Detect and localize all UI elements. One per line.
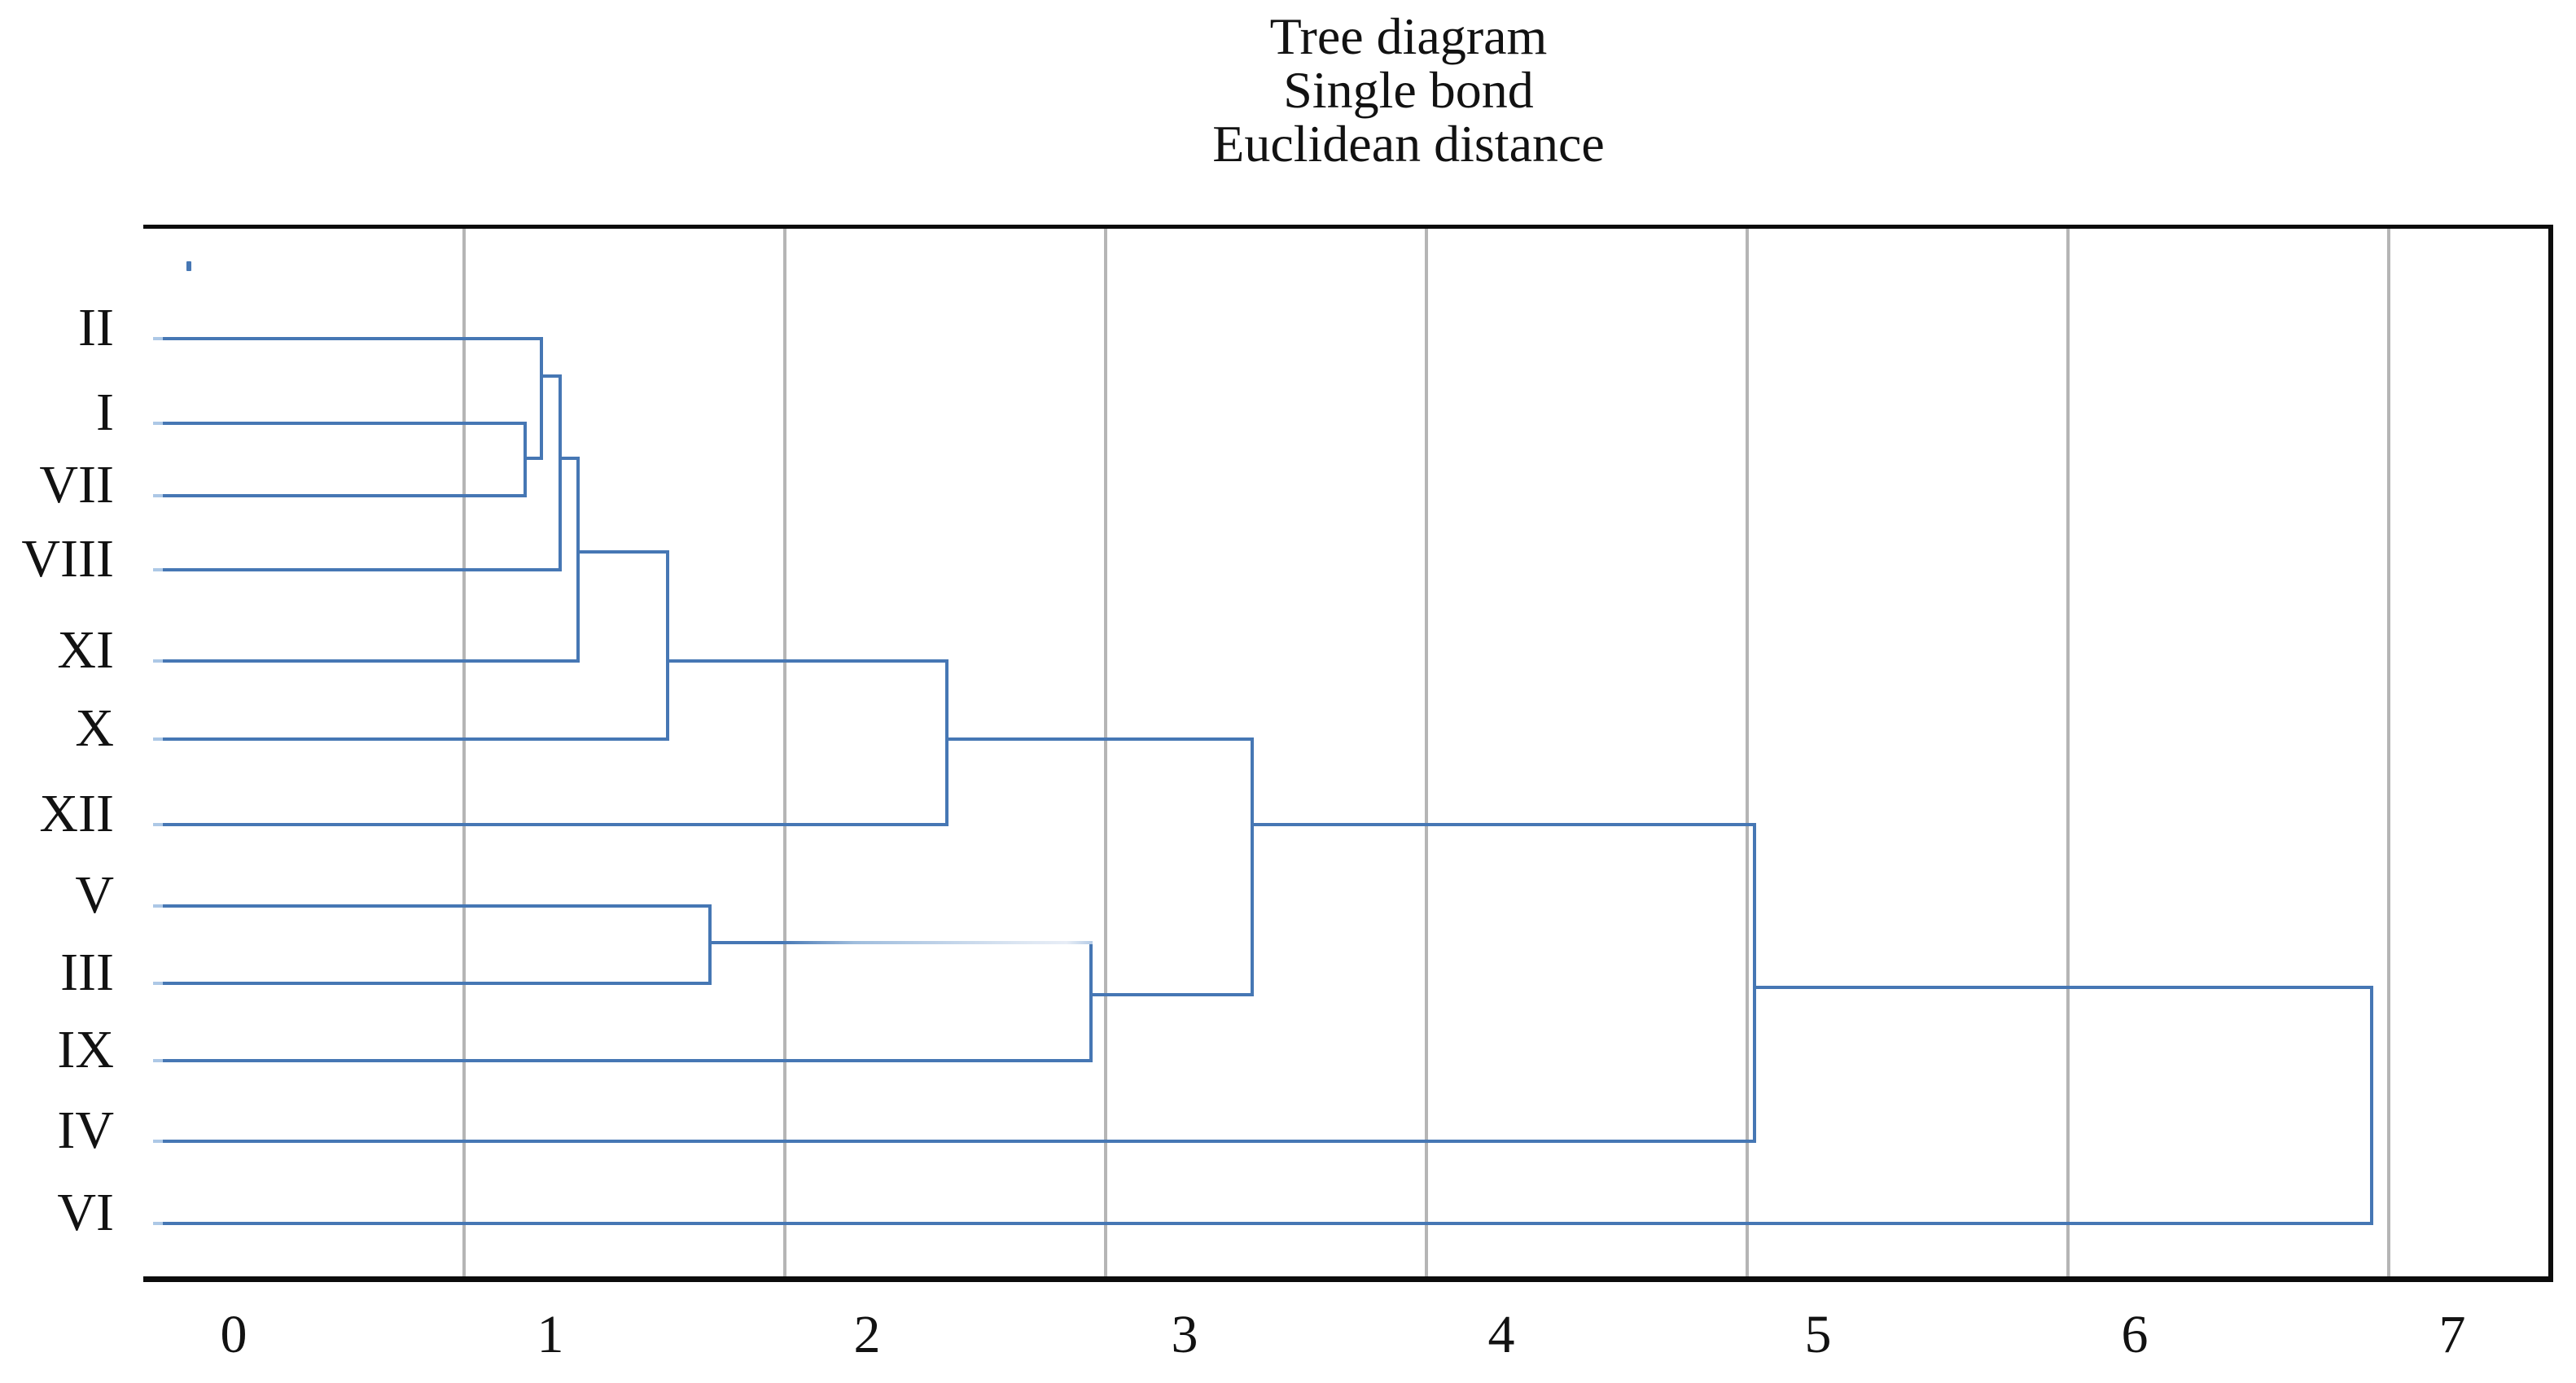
dendrogram-link-vertical xyxy=(708,904,712,985)
dendrogram-leaf-line xyxy=(153,422,527,425)
plot-border-bottom xyxy=(143,1276,2553,1282)
dendrogram-leaf-line xyxy=(153,1059,1093,1062)
dendrogram-leaf-line xyxy=(153,904,712,908)
chart-title-line-1: Tree diagram xyxy=(1269,7,1548,65)
dendrogram-leaf-line xyxy=(153,1222,2373,1225)
chart-title-line-2: Single bond xyxy=(1283,61,1534,119)
y-axis-label-VI: VI xyxy=(57,1183,114,1242)
y-axis-label-VIII: VIII xyxy=(21,529,114,589)
dendrogram-link-vertical xyxy=(1089,941,1093,1062)
plot-border-top xyxy=(143,225,2553,229)
dendrogram-leaf-line xyxy=(153,982,712,985)
dendrogram-link-vertical xyxy=(2370,986,2373,1225)
gridline xyxy=(2066,229,2070,1276)
y-axis-label-IX: IX xyxy=(57,1020,114,1079)
gridline xyxy=(1104,229,1107,1276)
dendrogram-link-stub xyxy=(945,737,1254,741)
dendrogram-link-vertical xyxy=(1753,823,1756,1143)
dendrogram-link-vertical xyxy=(1251,737,1254,996)
x-axis-tick-label-4: 4 xyxy=(1487,1305,1515,1364)
y-axis-label-VII: VII xyxy=(39,455,114,514)
dendrogram-leaf-line xyxy=(153,737,669,741)
dendrogram-leaf-line xyxy=(153,823,948,826)
dendrogram-link-stub xyxy=(559,457,580,460)
x-axis-tick-label-0: 0 xyxy=(220,1305,248,1364)
chart-title: Tree diagram Single bond Euclidean dista… xyxy=(1212,10,1605,171)
chart-title-line-3: Euclidean distance xyxy=(1212,115,1605,173)
x-axis-tick-label-6: 6 xyxy=(2121,1305,2149,1364)
dendrogram-link-vertical xyxy=(540,337,543,460)
gridline xyxy=(783,229,786,1276)
y-axis-label-II: II xyxy=(78,298,114,357)
dendrogram-leaf-line xyxy=(153,659,580,663)
dendrogram-link-vertical xyxy=(576,457,580,663)
plot-border-right xyxy=(2548,225,2553,1282)
gridline xyxy=(462,229,466,1276)
y-axis-label-XII: XII xyxy=(39,784,114,843)
dendrogram-link-stub xyxy=(1753,986,2373,989)
dendrogram-link-vertical xyxy=(559,374,562,571)
y-axis-label-I: I xyxy=(96,383,114,442)
x-axis-tick-label-7: 7 xyxy=(2438,1305,2466,1364)
dendrogram-link-stub xyxy=(666,659,948,663)
y-axis-label-V: V xyxy=(75,865,114,925)
dendrogram-link-stub-faded xyxy=(708,941,1093,944)
gridline xyxy=(2387,229,2390,1276)
dendrogram-leaf-line xyxy=(153,337,543,340)
dendrogram-link-stub xyxy=(540,374,562,378)
gridline xyxy=(1746,229,1749,1276)
dendrogram-link-stub xyxy=(576,550,669,554)
x-axis-tick-label-1: 1 xyxy=(537,1305,564,1364)
x-axis-tick-label-3: 3 xyxy=(1171,1305,1198,1364)
gridline xyxy=(1425,229,1428,1276)
dendrogram-link-stub xyxy=(1251,823,1756,826)
dendrogram-link-vertical xyxy=(945,659,948,826)
dendrogram-link-stub xyxy=(524,457,543,460)
y-axis-label-XI: XI xyxy=(57,620,114,680)
y-axis-label-III: III xyxy=(60,943,114,1002)
dendrogram-link-stub xyxy=(1089,993,1254,996)
y-axis-label-X: X xyxy=(75,698,114,758)
dendrogram-leaf-line xyxy=(153,494,527,497)
dendrogram-leaf-line xyxy=(153,1140,1756,1143)
x-axis-tick-label-2: 2 xyxy=(853,1305,881,1364)
dendrogram-leaf-line xyxy=(153,568,562,571)
stray-dot-artifact xyxy=(186,261,191,271)
x-axis-tick-label-5: 5 xyxy=(1804,1305,1832,1364)
y-axis-label-IV: IV xyxy=(57,1101,114,1160)
dendrogram-link-vertical xyxy=(666,550,669,741)
